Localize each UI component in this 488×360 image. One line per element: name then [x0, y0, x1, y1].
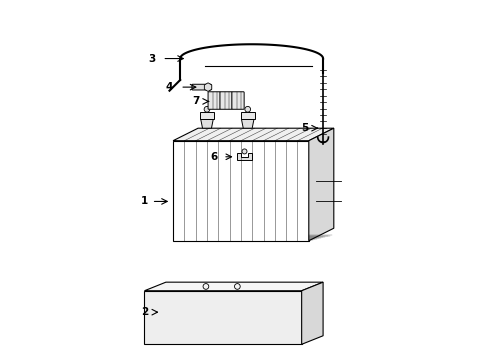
Polygon shape — [308, 128, 333, 241]
Polygon shape — [240, 112, 254, 119]
Polygon shape — [201, 119, 213, 128]
Text: 7: 7 — [192, 96, 200, 107]
Circle shape — [244, 107, 250, 112]
Polygon shape — [173, 128, 333, 141]
FancyBboxPatch shape — [231, 92, 244, 109]
Text: 2: 2 — [141, 307, 148, 317]
Polygon shape — [144, 282, 323, 291]
Text: 1: 1 — [141, 197, 148, 206]
Text: 6: 6 — [210, 152, 217, 162]
FancyBboxPatch shape — [220, 92, 232, 109]
Polygon shape — [144, 291, 301, 344]
Text: 4: 4 — [165, 82, 173, 92]
Polygon shape — [301, 282, 323, 344]
Text: 3: 3 — [148, 54, 155, 64]
Circle shape — [242, 149, 246, 154]
Polygon shape — [204, 83, 211, 91]
Text: 5: 5 — [301, 123, 308, 133]
FancyBboxPatch shape — [192, 84, 211, 90]
Polygon shape — [241, 119, 253, 128]
FancyBboxPatch shape — [207, 92, 220, 109]
Polygon shape — [200, 112, 214, 119]
Circle shape — [203, 107, 209, 112]
Polygon shape — [237, 153, 251, 160]
